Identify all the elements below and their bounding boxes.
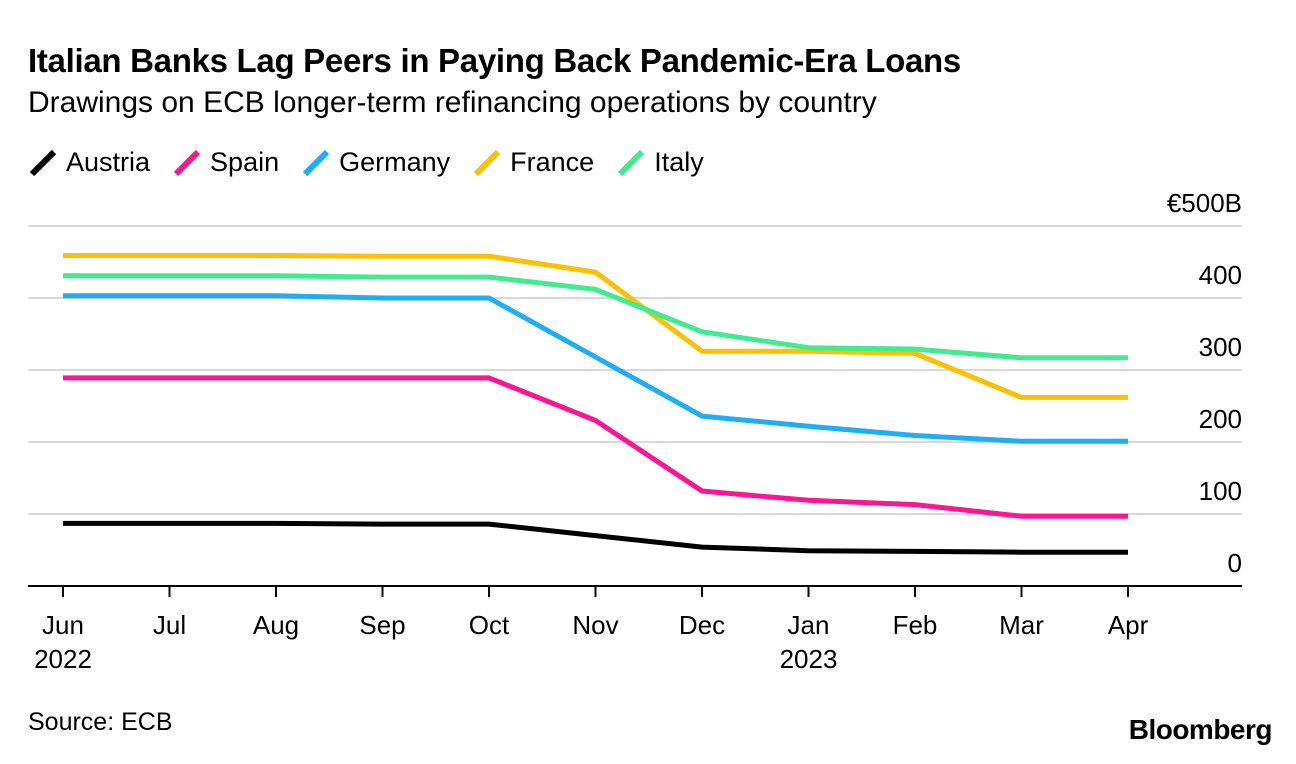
x-tick-label-mar: Mar	[999, 610, 1044, 640]
bloomberg-logo: Bloomberg	[1128, 714, 1273, 745]
legend-item-france: France	[472, 146, 594, 178]
y-tick-label-0: 0	[1228, 548, 1242, 578]
series-line-france	[63, 253, 1128, 400]
x-tick-label-sep: Sep	[359, 610, 405, 640]
legend-label-france: France	[510, 146, 595, 177]
x-year-label-2022: 2022	[34, 644, 92, 674]
x-tick-label-jan: Jan	[788, 610, 830, 640]
legend: Austria Spain Germany France Italy	[28, 146, 726, 178]
source-note: Source: ECB	[28, 708, 173, 736]
y-tick-label-200: 200	[1199, 404, 1242, 434]
chart-title: Italian Banks Lag Peers in Paying Back P…	[28, 42, 961, 79]
x-tick-label-dec: Dec	[679, 610, 725, 640]
legend-swatch-mark-france	[474, 149, 501, 177]
chart-subtitle: Drawings on ECB longer-term refinancing …	[28, 86, 877, 119]
x-tick-label-aug: Aug	[253, 610, 299, 640]
series-line-austria	[63, 520, 1128, 555]
series-line-italy	[63, 273, 1128, 361]
legend-label-spain: Spain	[210, 146, 280, 177]
x-tick-label-nov: Nov	[572, 610, 618, 640]
series-line-germany	[63, 293, 1128, 444]
x-tick-label-jun: Jun	[42, 610, 84, 640]
legend-swatch-spain	[173, 149, 201, 177]
legend-item-italy: Italy	[616, 146, 704, 178]
legend-label-italy: Italy	[654, 146, 704, 177]
x-tick-label-jul: Jul	[153, 610, 186, 640]
x-tick-label-oct: Oct	[469, 610, 510, 640]
legend-label-austria: Austria	[66, 146, 151, 177]
x-tick-label-apr: Apr	[1108, 610, 1149, 640]
y-tick-label-100: 100	[1199, 476, 1242, 506]
legend-item-austria: Austria	[28, 146, 150, 178]
y-tick-label-400: 400	[1199, 260, 1242, 290]
legend-item-spain: Spain	[172, 146, 279, 178]
legend-swatch-mark-austria	[29, 149, 57, 177]
y-tick-label-500: €500B	[1167, 188, 1242, 218]
series-line-spain	[63, 375, 1128, 519]
legend-swatch-germany	[302, 149, 330, 177]
legend-swatch-mark-germany	[302, 149, 330, 177]
x-tick-label-feb: Feb	[893, 610, 938, 640]
legend-swatch-mark-italy	[618, 149, 645, 177]
legend-swatch-france	[474, 149, 501, 177]
y-tick-label-300: 300	[1199, 332, 1242, 362]
legend-swatch-austria	[29, 149, 57, 177]
legend-swatch-italy	[618, 149, 645, 177]
legend-swatch-mark-spain	[173, 149, 201, 177]
legend-label-germany: Germany	[339, 146, 451, 177]
x-year-label-2023: 2023	[780, 644, 838, 674]
legend-item-germany: Germany	[301, 146, 450, 178]
